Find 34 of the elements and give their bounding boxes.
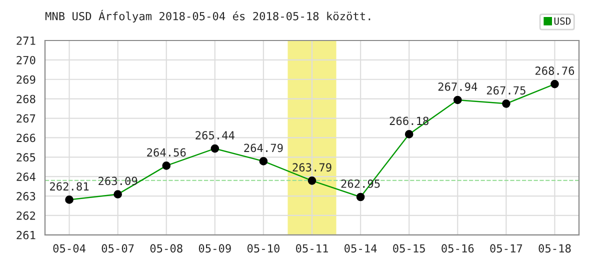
- chart-title: MNB USD Árfolyam 2018-05-04 és 2018-05-18 között.: [45, 10, 370, 22]
- y-tick-label: 261: [16, 230, 36, 240]
- x-tick-label: 05-09: [198, 244, 231, 253]
- data-label: 262.81: [50, 182, 89, 191]
- data-label: 263.79: [292, 163, 332, 172]
- x-tick-label: 05-14: [344, 244, 377, 253]
- y-tick-label: 270: [16, 56, 36, 64]
- y-tick-label: 267: [16, 114, 36, 123]
- data-label: 267.75: [486, 86, 526, 95]
- y-tick-label: 268: [16, 94, 36, 104]
- y-tick-label: 264: [16, 172, 36, 181]
- data-label: 263.09: [98, 176, 138, 186]
- data-label: 265.44: [196, 131, 234, 140]
- x-tick-label: 05-16: [442, 244, 474, 253]
- x-tick-label: 05-15: [393, 244, 425, 253]
- x-tick-label: 05-04: [53, 244, 86, 253]
- y-tick-label: 266: [16, 134, 36, 142]
- x-tick-label: 05-18: [538, 244, 571, 253]
- y-tick-label: 271: [16, 36, 36, 45]
- data-label: 266.18: [390, 116, 428, 126]
- legend-label: USD: [554, 17, 571, 25]
- x-tick-label: 05-10: [247, 244, 280, 253]
- data-label: 268.76: [535, 66, 574, 75]
- x-tick-label: 05-11: [296, 244, 328, 253]
- data-label: 264.56: [147, 148, 186, 157]
- x-tick-label: 05-07: [102, 244, 134, 253]
- y-tick-label: 263: [16, 192, 36, 200]
- y-tick-label: 269: [16, 75, 36, 84]
- y-tick-label: 265: [16, 153, 36, 162]
- y-tick-label: 262: [16, 211, 36, 220]
- data-label: 267.94: [438, 82, 478, 91]
- x-tick-label: 05-08: [150, 244, 182, 253]
- x-tick-label: 05-17: [490, 244, 522, 253]
- data-label: 264.79: [244, 144, 283, 152]
